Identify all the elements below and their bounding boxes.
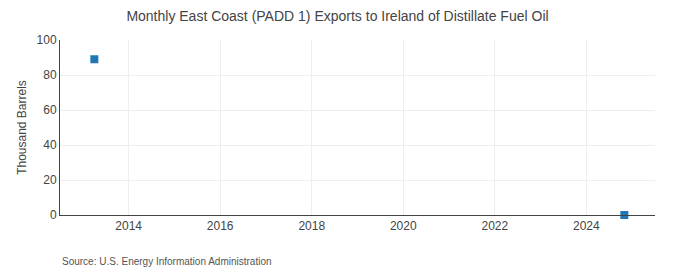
svg-text:60: 60	[43, 103, 57, 117]
svg-text:2014: 2014	[115, 219, 142, 233]
svg-text:40: 40	[43, 138, 57, 152]
svg-text:2020: 2020	[390, 219, 417, 233]
svg-text:2022: 2022	[481, 219, 508, 233]
svg-text:100: 100	[37, 33, 57, 47]
svg-text:Thousand Barrels: Thousand Barrels	[15, 80, 29, 175]
svg-text:2016: 2016	[207, 219, 234, 233]
svg-text:2018: 2018	[298, 219, 325, 233]
svg-text:20: 20	[43, 173, 57, 187]
svg-text:Source: U.S. Energy Informatio: Source: U.S. Energy Information Administ…	[62, 256, 272, 267]
svg-text:80: 80	[43, 68, 57, 82]
svg-text:2024: 2024	[573, 219, 600, 233]
svg-text:0: 0	[50, 208, 57, 222]
svg-text:Monthly East Coast (PADD 1) Ex: Monthly East Coast (PADD 1) Exports to I…	[126, 8, 548, 24]
